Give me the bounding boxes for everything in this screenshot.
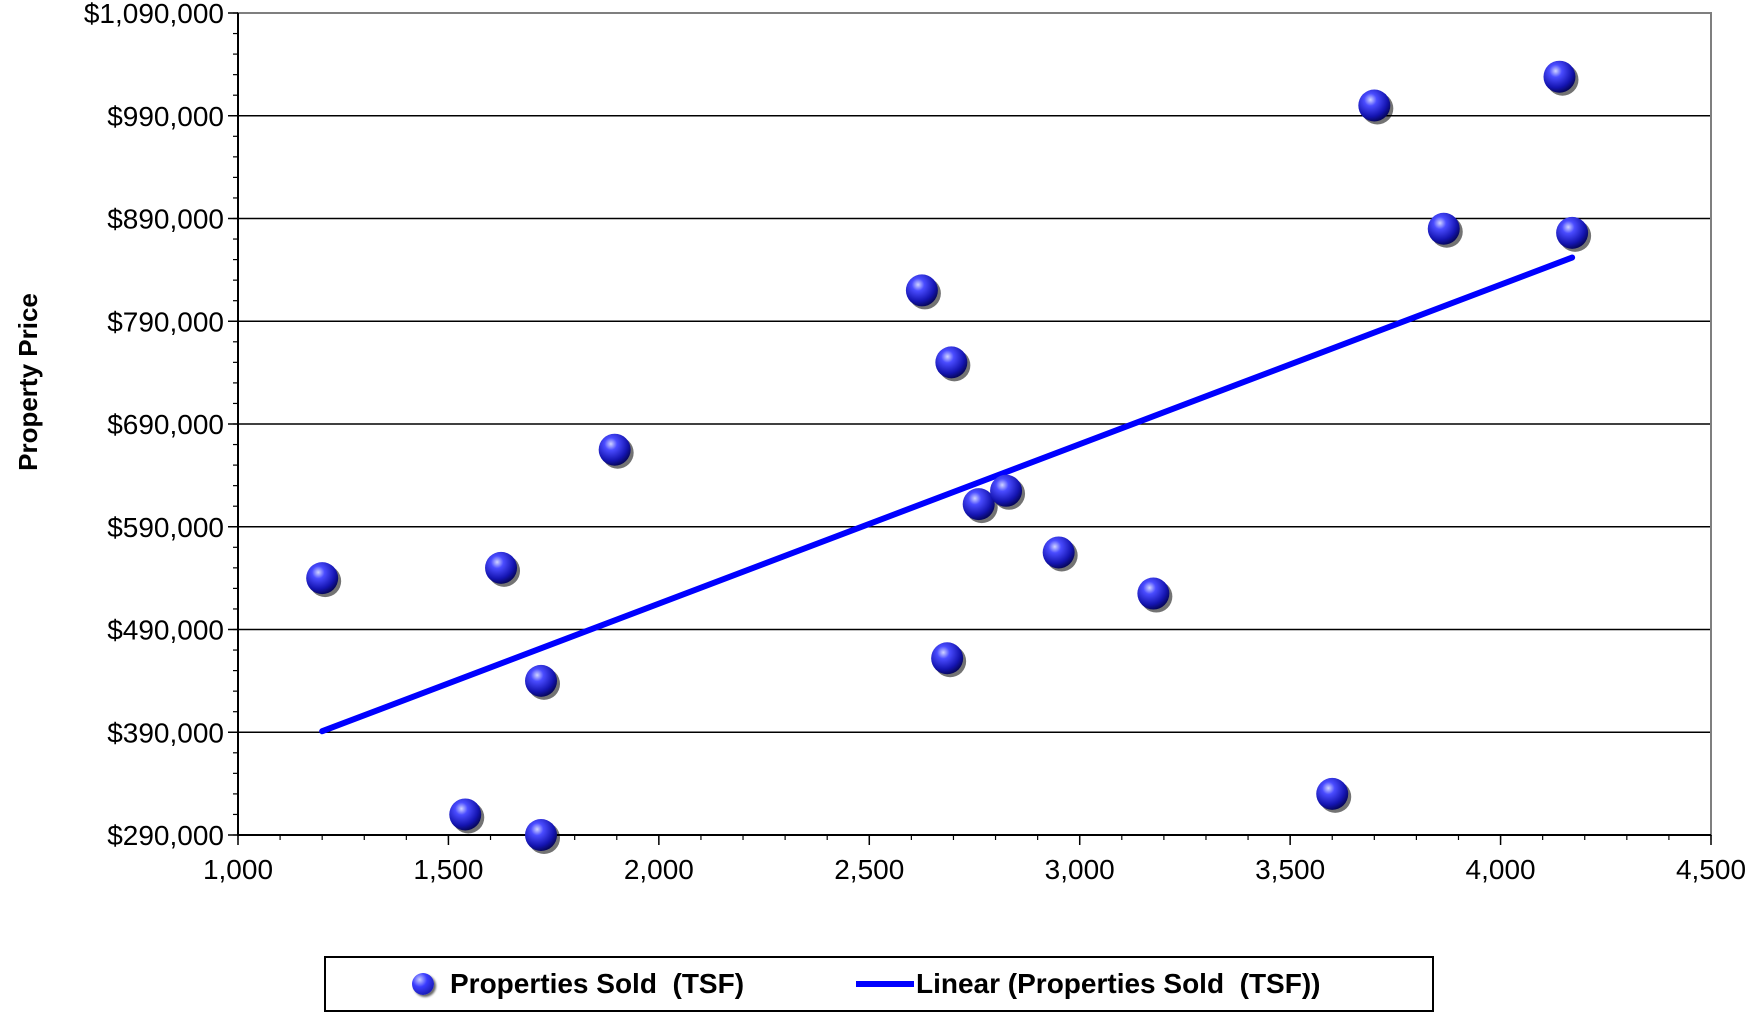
chart-legend: Properties Sold (TSF) Linear (Properties… xyxy=(324,956,1434,1012)
data-point-marker xyxy=(1316,777,1349,810)
y-tick-label: $390,000 xyxy=(107,717,224,748)
data-point-marker xyxy=(485,551,518,584)
x-tick-label: 3,500 xyxy=(1255,854,1325,885)
legend-item-trendline: Linear (Properties Sold (TSF)) xyxy=(856,958,1320,1010)
data-point-marker xyxy=(525,819,558,851)
data-point-marker xyxy=(449,798,482,831)
data-point xyxy=(990,474,1026,510)
data-point-marker xyxy=(990,474,1023,507)
data-point-marker xyxy=(962,488,995,521)
y-axis-title: Property Price xyxy=(13,293,43,471)
legend-line-marker xyxy=(856,981,914,987)
data-point xyxy=(962,488,998,524)
data-point-marker xyxy=(306,562,339,595)
data-point xyxy=(1042,536,1078,572)
y-tick-label: $590,000 xyxy=(107,512,224,543)
data-point xyxy=(905,274,941,310)
data-point-marker xyxy=(1358,89,1391,122)
x-tick-label: 1,500 xyxy=(413,854,483,885)
x-tick-label: 2,000 xyxy=(624,854,694,885)
y-tick-label: $690,000 xyxy=(107,409,224,440)
data-point-marker xyxy=(905,274,938,307)
legend-scatter-label: Properties Sold (TSF) xyxy=(450,968,745,999)
y-tick-label: $890,000 xyxy=(107,204,224,235)
x-tick-label: 4,500 xyxy=(1676,854,1746,885)
y-tick-label: $990,000 xyxy=(107,101,224,132)
data-point xyxy=(1358,89,1394,125)
data-point xyxy=(1427,212,1463,248)
data-point xyxy=(449,798,485,834)
data-point xyxy=(1556,216,1592,252)
trendline xyxy=(319,254,1576,735)
x-tick-label: 2,500 xyxy=(834,854,904,885)
data-point xyxy=(1137,577,1173,613)
data-point xyxy=(1543,60,1579,96)
data-point-marker xyxy=(525,664,558,697)
y-tick-label: $1,090,000 xyxy=(84,0,224,29)
data-point-marker xyxy=(1042,536,1075,569)
x-tick-label: 4,000 xyxy=(1466,854,1536,885)
x-tick-label: 3,000 xyxy=(1045,854,1115,885)
data-point-marker xyxy=(1556,216,1589,249)
data-point xyxy=(935,346,971,382)
data-point xyxy=(931,642,967,678)
data-point xyxy=(598,433,634,469)
data-point-marker xyxy=(935,346,968,379)
data-point xyxy=(1316,777,1352,813)
y-tick-label: $490,000 xyxy=(107,615,224,646)
data-point xyxy=(306,562,342,598)
data-point-marker xyxy=(931,642,964,675)
data-point-marker xyxy=(598,433,631,466)
legend-line-label: Linear (Properties Sold (TSF)) xyxy=(916,968,1321,999)
data-point xyxy=(485,551,521,587)
y-tick-label: $290,000 xyxy=(107,820,224,851)
x-tick-label: 1,000 xyxy=(203,854,273,885)
legend-item-scatter: Properties Sold (TSF) xyxy=(412,958,744,1010)
data-point-marker xyxy=(1427,212,1460,245)
legend-scatter-marker xyxy=(412,973,434,995)
data-point xyxy=(525,664,561,700)
y-tick-label: $790,000 xyxy=(107,306,224,337)
data-point-marker xyxy=(1137,577,1170,610)
data-point-marker xyxy=(1543,60,1576,93)
data-point xyxy=(525,819,561,854)
